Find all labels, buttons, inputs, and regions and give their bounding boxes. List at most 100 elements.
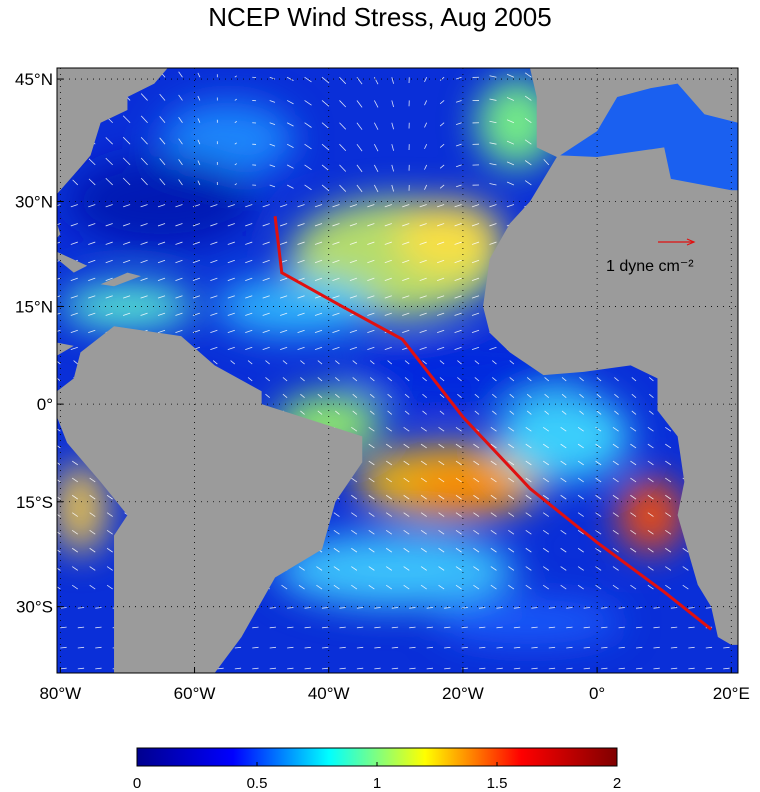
- wind-vector: [159, 93, 166, 101]
- wind-vector: [631, 393, 637, 398]
- wind-vector: [384, 223, 392, 227]
- wind-vector: [57, 496, 61, 500]
- wind-vector: [630, 529, 637, 535]
- wind-vector: [391, 667, 399, 670]
- wind-vector: [422, 393, 427, 398]
- wind-vector: [525, 547, 532, 553]
- wind-vector: [420, 477, 427, 483]
- wind-vector: [297, 241, 305, 245]
- wind-vector: [57, 549, 61, 553]
- wind-vector: [489, 204, 497, 208]
- wind-vector: [316, 566, 323, 571]
- wind-vector: [614, 377, 619, 382]
- wind-vector: [339, 184, 347, 192]
- wind-vector: [577, 566, 584, 571]
- wind-vector: [192, 204, 201, 208]
- wind-vector: [612, 547, 619, 553]
- wind-vector: [373, 143, 379, 152]
- wind-vector: [403, 443, 410, 449]
- wind-vector: [473, 529, 480, 535]
- y-tick-label: 15°S: [16, 493, 53, 512]
- wind-vector: [455, 566, 462, 571]
- wind-vector: [279, 223, 288, 227]
- wind-vector: [630, 443, 637, 449]
- wind-vector: [543, 159, 550, 166]
- wind-vector: [688, 667, 695, 670]
- wind-vector: [542, 529, 550, 535]
- wind-vector: [544, 393, 550, 398]
- wind-vector: [577, 443, 584, 449]
- wind-vector: [304, 607, 311, 609]
- wind-vector: [192, 312, 201, 316]
- wind-vector: [335, 410, 340, 415]
- wind-vector: [333, 529, 340, 535]
- field-blob: [67, 156, 255, 247]
- wind-vector: [403, 584, 410, 590]
- wind-vector: [332, 312, 340, 316]
- hispaniola: [100, 272, 141, 287]
- wind-vector: [297, 259, 305, 264]
- wind-vector: [525, 584, 532, 590]
- wind-vector: [300, 360, 305, 365]
- wind-vector: [304, 646, 311, 649]
- wind-vector: [282, 360, 288, 365]
- wind-vector: [438, 443, 445, 449]
- wind-vector: [374, 646, 381, 649]
- wind-vector: [525, 529, 532, 535]
- wind-vector: [71, 584, 79, 590]
- wind-vector: [106, 584, 113, 590]
- wind-vector: [210, 223, 218, 227]
- wind-vector: [227, 259, 235, 264]
- wind-vector: [298, 566, 305, 571]
- wind-vector: [333, 512, 340, 517]
- wind-vector: [391, 144, 394, 151]
- wind-vector: [122, 223, 131, 227]
- wind-vector: [89, 477, 96, 483]
- wind-vector: [490, 529, 497, 535]
- wind-vector: [670, 607, 678, 609]
- wind-vector: [409, 626, 416, 629]
- wind-vector: [57, 445, 61, 449]
- wind-vector: [544, 377, 550, 382]
- wind-vector: [349, 329, 358, 334]
- wind-vector: [461, 626, 468, 629]
- wind-vector: [509, 393, 515, 398]
- wind-vector: [384, 241, 392, 245]
- wind-vector: [368, 460, 375, 466]
- wind-vector: [332, 277, 340, 281]
- wind-vector: [630, 426, 637, 432]
- wind-vector: [106, 547, 113, 553]
- wind-vector: [70, 223, 78, 227]
- wind-vector: [374, 626, 381, 629]
- wind-vector: [373, 100, 379, 108]
- wind-vector: [351, 477, 358, 483]
- wind-vector: [70, 277, 78, 281]
- wind-vector: [583, 667, 591, 670]
- wind-vector: [444, 667, 451, 670]
- wind-vector: [612, 566, 619, 571]
- wind-vector: [297, 204, 305, 208]
- wind-vector: [71, 547, 79, 553]
- wind-vector: [612, 426, 619, 432]
- wind-vector: [367, 329, 375, 334]
- field-blob: [395, 200, 504, 276]
- wind-vector: [471, 259, 480, 264]
- wind-vector: [387, 377, 393, 382]
- wind-vector: [367, 312, 375, 316]
- wind-vector: [508, 443, 515, 449]
- wind-vector: [560, 477, 567, 483]
- wind-vector: [175, 277, 183, 281]
- wind-vector: [438, 566, 445, 571]
- wind-vector: [436, 346, 445, 351]
- map-frame: [56, 67, 739, 674]
- wind-vector: [89, 512, 96, 517]
- wind-vector: [369, 377, 375, 382]
- wind-vector: [402, 312, 410, 316]
- wind-vector: [506, 140, 515, 145]
- wind-vector: [262, 277, 270, 281]
- wind-vector: [630, 477, 637, 483]
- wind-vector: [227, 346, 235, 351]
- wind-vector: [384, 277, 392, 281]
- wind-vector: [420, 426, 427, 432]
- wind-vector: [454, 346, 462, 351]
